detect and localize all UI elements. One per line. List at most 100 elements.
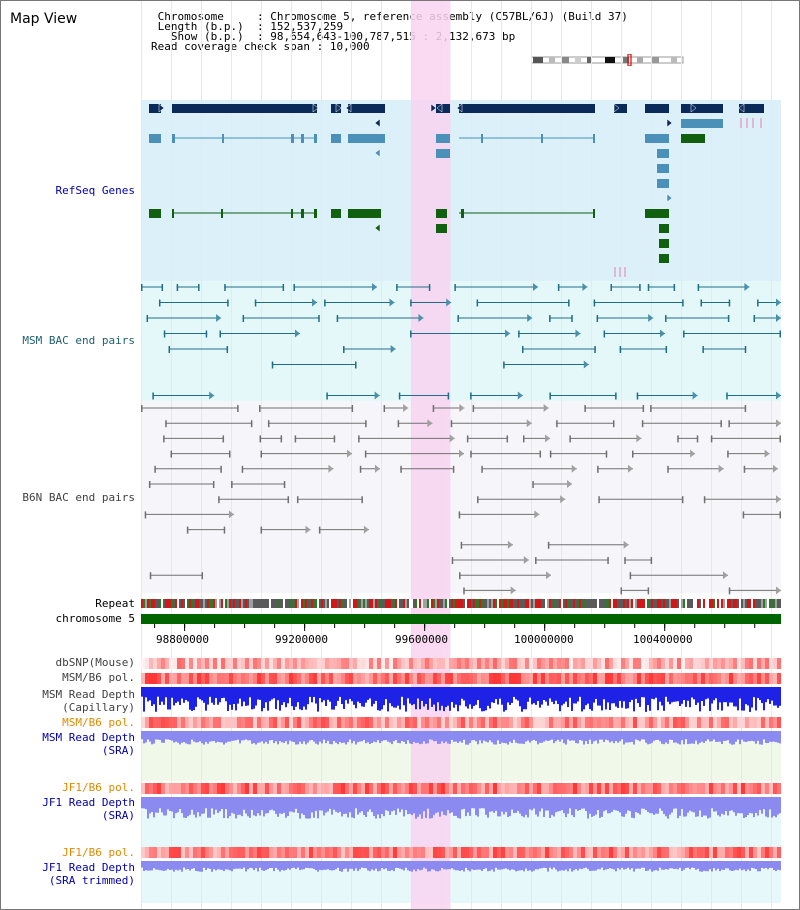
depth-bar bbox=[319, 797, 321, 811]
depth-bar bbox=[307, 861, 309, 869]
depth-bar bbox=[609, 687, 611, 711]
repeat-mark bbox=[579, 599, 581, 608]
depth-bar bbox=[625, 687, 627, 709]
bac-end bbox=[518, 330, 520, 338]
depth-bar bbox=[609, 861, 611, 869]
depth-bar bbox=[621, 861, 623, 868]
depth-bar bbox=[229, 731, 231, 742]
bac-end bbox=[641, 420, 644, 428]
repeat-mark bbox=[419, 599, 421, 608]
heat-cell bbox=[537, 673, 541, 684]
b6n-bac-pairs-track[interactable] bbox=[141, 404, 781, 595]
heat-cell bbox=[337, 847, 341, 858]
depth-bar bbox=[447, 687, 449, 706]
depth-bar bbox=[331, 731, 333, 745]
repeat-track[interactable] bbox=[141, 599, 781, 608]
label-msm-b6-pol-sra: MSM/B6 pol. bbox=[62, 716, 135, 729]
bac-end bbox=[477, 496, 479, 504]
depth-bar bbox=[223, 797, 225, 819]
depth-bar bbox=[539, 797, 541, 812]
depth-bar bbox=[379, 797, 381, 819]
chromosome-ideogram[interactable] bbox=[531, 54, 687, 66]
depth-bar bbox=[429, 687, 431, 699]
heat-cell bbox=[361, 658, 365, 669]
bac-end bbox=[282, 284, 285, 291]
heat-cell bbox=[705, 673, 709, 684]
heat-cell bbox=[453, 783, 457, 794]
depth-bar bbox=[533, 797, 535, 809]
depth-bar bbox=[647, 731, 649, 745]
heat-cell bbox=[537, 658, 541, 669]
repeat-mark bbox=[517, 599, 519, 608]
depth-bar bbox=[503, 731, 505, 744]
depth-bar bbox=[511, 687, 513, 703]
depth-bar bbox=[159, 731, 161, 741]
depth-bar bbox=[585, 731, 587, 742]
heat-cell bbox=[333, 673, 337, 684]
depth-bar bbox=[493, 861, 495, 872]
bac-end bbox=[632, 450, 634, 458]
label-msm-depth-cap-2: (Capillary) bbox=[62, 701, 135, 714]
bac-end bbox=[569, 435, 571, 443]
depth-bar bbox=[379, 687, 381, 711]
depth-bar bbox=[491, 687, 493, 703]
depth-bar bbox=[355, 687, 357, 709]
depth-bar bbox=[731, 687, 733, 703]
repeat-mark bbox=[715, 599, 717, 608]
heat-cell bbox=[557, 847, 561, 858]
heat-cell bbox=[717, 673, 721, 684]
repeat-mark bbox=[245, 599, 247, 608]
depth-bar bbox=[523, 731, 525, 744]
heat-cell bbox=[309, 717, 313, 728]
gene-block bbox=[657, 179, 669, 188]
bac-end bbox=[682, 299, 684, 307]
bac-end bbox=[152, 392, 154, 400]
depth-bar bbox=[551, 797, 553, 816]
depth-bar bbox=[247, 797, 249, 817]
repeat-mark bbox=[243, 599, 245, 608]
heat-cell bbox=[597, 847, 601, 858]
heat-cell bbox=[441, 783, 445, 794]
heat-cell bbox=[213, 783, 217, 794]
repeat-mark bbox=[397, 599, 399, 608]
heat-cell bbox=[221, 783, 225, 794]
heat-cell bbox=[205, 717, 209, 728]
heat-cell bbox=[685, 673, 689, 684]
heat-cell bbox=[569, 673, 573, 684]
repeat-mark bbox=[757, 599, 759, 608]
bac-end bbox=[163, 330, 166, 338]
heat-cell bbox=[437, 673, 441, 684]
heat-cell bbox=[221, 673, 225, 684]
heat-cell bbox=[721, 658, 725, 669]
heat-cell bbox=[689, 658, 693, 669]
depth-bar bbox=[435, 861, 437, 872]
heat-cell bbox=[705, 847, 709, 858]
heat-cell bbox=[325, 658, 329, 669]
depth-bar bbox=[647, 687, 649, 706]
depth-bar bbox=[475, 861, 477, 870]
repeat-mark bbox=[571, 599, 573, 608]
bac-end bbox=[452, 465, 455, 473]
heat-cell bbox=[253, 717, 257, 728]
heat-cell bbox=[245, 673, 249, 684]
repeat-mark bbox=[451, 599, 453, 608]
depth-bar bbox=[237, 687, 239, 704]
depth-bar bbox=[549, 797, 551, 818]
heat-cell bbox=[769, 783, 773, 794]
msm-bac-pairs-track[interactable] bbox=[141, 283, 781, 400]
heat-cell bbox=[709, 783, 713, 794]
bac-end bbox=[432, 405, 435, 412]
depth-bar bbox=[337, 687, 339, 701]
depth-bar bbox=[317, 861, 319, 872]
repeat-mark bbox=[731, 599, 733, 608]
depth-bar bbox=[263, 731, 265, 744]
depth-bar bbox=[297, 797, 299, 813]
heat-cell bbox=[565, 783, 569, 794]
axis-tick-label: 99200000 bbox=[275, 633, 328, 646]
depth-bar bbox=[331, 861, 333, 871]
bac-end bbox=[318, 315, 320, 322]
heat-cell bbox=[341, 783, 345, 794]
refseq-genes-track[interactable] bbox=[149, 103, 764, 277]
heat-cell bbox=[157, 717, 161, 728]
